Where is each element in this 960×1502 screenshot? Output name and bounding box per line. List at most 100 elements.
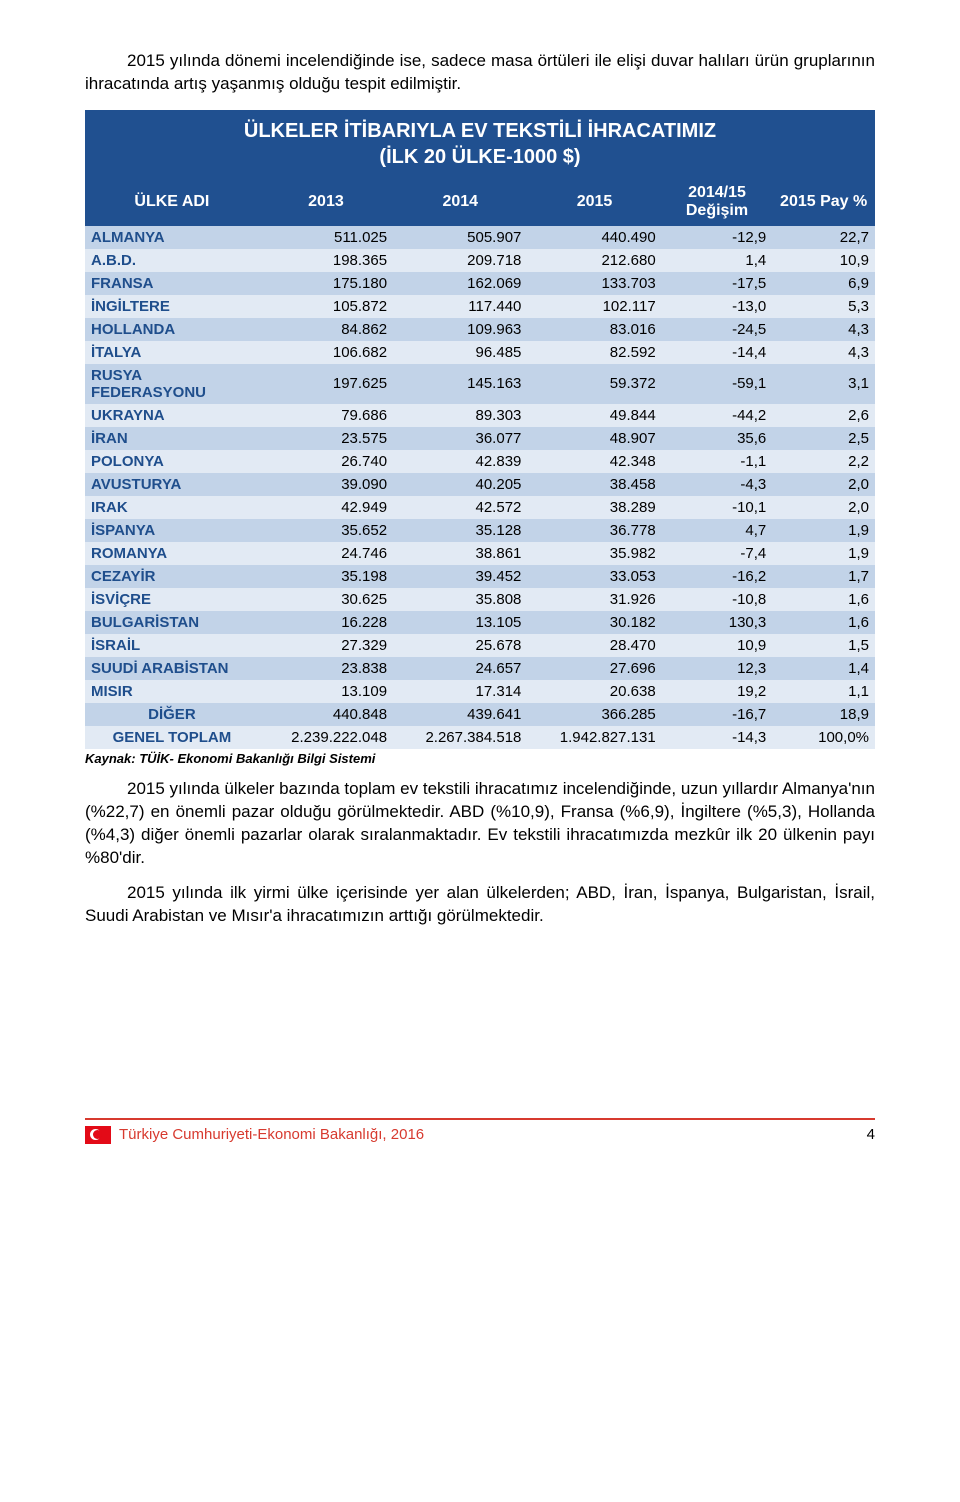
cell-value: 1,9 xyxy=(772,519,875,542)
cell-value: 13.105 xyxy=(393,611,527,634)
cell-value: 2.267.384.518 xyxy=(393,726,527,749)
cell-value: 109.963 xyxy=(393,318,527,341)
analysis-paragraph-2: 2015 yılında ilk yirmi ülke içerisinde y… xyxy=(85,882,875,928)
cell-country: İSRAİL xyxy=(85,634,259,657)
cell-value: 2.239.222.048 xyxy=(259,726,393,749)
cell-value: 82.592 xyxy=(527,341,661,364)
page-footer: Türkiye Cumhuriyeti-Ekonomi Bakanlığı, 2… xyxy=(85,1118,875,1144)
cell-country: CEZAYİR xyxy=(85,565,259,588)
cell-value: -10,1 xyxy=(662,496,773,519)
cell-value: 24.657 xyxy=(393,657,527,680)
cell-value: 100,0% xyxy=(772,726,875,749)
cell-value: 28.470 xyxy=(527,634,661,657)
col-share: 2015 Pay % xyxy=(772,178,875,226)
cell-country: A.B.D. xyxy=(85,249,259,272)
footer-left: Türkiye Cumhuriyeti-Ekonomi Bakanlığı, 2… xyxy=(85,1126,424,1144)
cell-value: 13.109 xyxy=(259,680,393,703)
cell-value: -4,3 xyxy=(662,473,773,496)
cell-value: 38.289 xyxy=(527,496,661,519)
cell-value: 59.372 xyxy=(527,364,661,404)
footer-text: Türkiye Cumhuriyeti-Ekonomi Bakanlığı, 2… xyxy=(119,1126,424,1143)
col-2014: 2014 xyxy=(393,178,527,226)
cell-country: IRAK xyxy=(85,496,259,519)
cell-country: FRANSA xyxy=(85,272,259,295)
cell-value: 10,9 xyxy=(772,249,875,272)
cell-country: MISIR xyxy=(85,680,259,703)
cell-value: 5,3 xyxy=(772,295,875,318)
cell-value: 2,5 xyxy=(772,427,875,450)
analysis-paragraph-1: 2015 yılında ülkeler bazında toplam ev t… xyxy=(85,778,875,870)
cell-value: -24,5 xyxy=(662,318,773,341)
cell-country: BULGARİSTAN xyxy=(85,611,259,634)
cell-value: 197.625 xyxy=(259,364,393,404)
cell-country: SUUDİ ARABİSTAN xyxy=(85,657,259,680)
cell-value: 2,0 xyxy=(772,496,875,519)
intro-paragraph: 2015 yılında dönemi incelendiğinde ise, … xyxy=(85,50,875,96)
cell-value: 2,0 xyxy=(772,473,875,496)
cell-value: 83.016 xyxy=(527,318,661,341)
cell-value: 2,2 xyxy=(772,450,875,473)
cell-value: 30.625 xyxy=(259,588,393,611)
cell-value: 133.703 xyxy=(527,272,661,295)
cell-value: 42.949 xyxy=(259,496,393,519)
table-row: A.B.D.198.365209.718212.6801,410,9 xyxy=(85,249,875,272)
cell-value: 1,9 xyxy=(772,542,875,565)
cell-value: 12,3 xyxy=(662,657,773,680)
cell-value: 17.314 xyxy=(393,680,527,703)
cell-value: 4,7 xyxy=(662,519,773,542)
table-row: SUUDİ ARABİSTAN23.83824.65727.69612,31,4 xyxy=(85,657,875,680)
cell-value: 440.490 xyxy=(527,226,661,249)
cell-value: 505.907 xyxy=(393,226,527,249)
cell-value: 35.128 xyxy=(393,519,527,542)
table-row: İRAN23.57536.07748.90735,62,5 xyxy=(85,427,875,450)
table-body: ALMANYA511.025505.907440.490-12,922,7A.B… xyxy=(85,226,875,749)
table-row: İSPANYA35.65235.12836.7784,71,9 xyxy=(85,519,875,542)
cell-value: 23.838 xyxy=(259,657,393,680)
table-row: RUSYA FEDERASYONU197.625145.16359.372-59… xyxy=(85,364,875,404)
cell-value: 106.682 xyxy=(259,341,393,364)
cell-country: ROMANYA xyxy=(85,542,259,565)
table-row: İSRAİL27.32925.67828.47010,91,5 xyxy=(85,634,875,657)
cell-country: İSPANYA xyxy=(85,519,259,542)
table-row: AVUSTURYA39.09040.20538.458-4,32,0 xyxy=(85,473,875,496)
cell-value: 24.746 xyxy=(259,542,393,565)
cell-value: 3,1 xyxy=(772,364,875,404)
cell-value: 6,9 xyxy=(772,272,875,295)
cell-value: 20.638 xyxy=(527,680,661,703)
cell-value: 42.839 xyxy=(393,450,527,473)
cell-value: 33.053 xyxy=(527,565,661,588)
exports-table: ÜLKE ADI 2013 2014 2015 2014/15 Değişim … xyxy=(85,178,875,749)
cell-country: ALMANYA xyxy=(85,226,259,249)
cell-value: 18,9 xyxy=(772,703,875,726)
table-row: FRANSA175.180162.069133.703-17,56,9 xyxy=(85,272,875,295)
col-2015: 2015 xyxy=(527,178,661,226)
cell-country: İNGİLTERE xyxy=(85,295,259,318)
page-number: 4 xyxy=(867,1126,875,1143)
cell-value: 439.641 xyxy=(393,703,527,726)
cell-value: 40.205 xyxy=(393,473,527,496)
cell-country: GENEL TOPLAM xyxy=(85,726,259,749)
cell-value: 1,4 xyxy=(662,249,773,272)
cell-value: -16,2 xyxy=(662,565,773,588)
cell-value: 96.485 xyxy=(393,341,527,364)
cell-value: -14,4 xyxy=(662,341,773,364)
cell-value: 35.982 xyxy=(527,542,661,565)
table-row: BULGARİSTAN16.22813.10530.182130,31,6 xyxy=(85,611,875,634)
cell-value: 1,6 xyxy=(772,611,875,634)
table-row: POLONYA26.74042.83942.348-1,12,2 xyxy=(85,450,875,473)
cell-value: 117.440 xyxy=(393,295,527,318)
cell-value: 1,7 xyxy=(772,565,875,588)
cell-value: 35,6 xyxy=(662,427,773,450)
cell-value: -14,3 xyxy=(662,726,773,749)
cell-value: 105.872 xyxy=(259,295,393,318)
cell-value: 511.025 xyxy=(259,226,393,249)
table-header-row: ÜLKE ADI 2013 2014 2015 2014/15 Değişim … xyxy=(85,178,875,226)
turkish-flag-icon xyxy=(85,1126,111,1144)
cell-value: 39.090 xyxy=(259,473,393,496)
cell-value: 48.907 xyxy=(527,427,661,450)
cell-value: -10,8 xyxy=(662,588,773,611)
cell-value: 366.285 xyxy=(527,703,661,726)
cell-value: 4,3 xyxy=(772,341,875,364)
cell-value: 35.198 xyxy=(259,565,393,588)
cell-country: UKRAYNA xyxy=(85,404,259,427)
